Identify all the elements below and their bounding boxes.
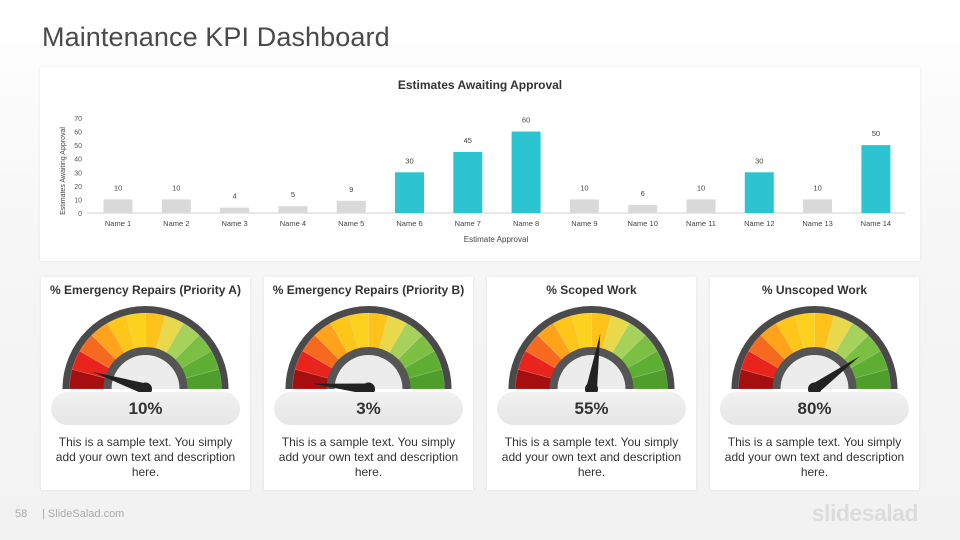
gauge-priority-a: [62, 306, 229, 394]
chart-y-axis-label: Estimates Awaiting Approval: [60, 127, 67, 215]
kpi-card-priority-a: % Emergency Repairs (Priority A) 10% Thi…: [41, 277, 250, 490]
y-tick-label: 20: [74, 184, 82, 191]
data-label: 4: [233, 192, 237, 201]
x-tick-label: Name 3: [221, 219, 247, 228]
data-label: 50: [872, 129, 880, 138]
data-label: 10: [813, 183, 821, 192]
bar-chart-card: Estimates Awaiting Approval Estimates Aw…: [40, 67, 920, 261]
kpi-card-scoped-work: % Scoped Work 55% This is a sample text.…: [487, 277, 696, 490]
bar-name-10: [628, 204, 658, 213]
x-tick-label: Name 10: [627, 219, 657, 228]
gauge-needle-hub: [808, 382, 821, 394]
x-tick-label: Name 11: [686, 219, 716, 228]
gauge-needle: [586, 333, 601, 390]
kpi-title: % Emergency Repairs (Priority B): [272, 283, 465, 297]
x-tick-label: Name 9: [571, 219, 597, 228]
bar-name-13: [803, 199, 833, 213]
page-number: 58: [15, 508, 28, 520]
kpi-title: % Scoped Work: [546, 283, 637, 297]
x-tick-label: Name 2: [163, 219, 189, 228]
data-label: 10: [580, 183, 588, 192]
data-label: 9: [349, 185, 353, 194]
chart-x-axis-label: Estimate Approval: [464, 235, 529, 244]
x-tick-label: Name 8: [513, 219, 539, 228]
y-tick-label: 40: [74, 157, 82, 164]
data-label: 10: [697, 183, 705, 192]
bar-name-4: [278, 206, 308, 213]
brand-logo: slidesalad: [811, 500, 919, 526]
bar-name-11: [686, 199, 716, 213]
x-tick-label: Name 14: [861, 219, 891, 228]
bar-name-5: [336, 200, 366, 213]
footer-site-link[interactable]: | SlideSalad.com: [42, 508, 125, 520]
x-tick-label: Name 1: [105, 219, 131, 228]
x-tick-label: Name 13: [802, 219, 832, 228]
kpi-description: This is a sample text. You simply add yo…: [278, 435, 459, 479]
data-label: 45: [464, 136, 472, 145]
bar-name-6: [395, 172, 424, 213]
gauge-needle: [312, 383, 370, 394]
y-tick-label: 0: [78, 211, 82, 218]
y-tick-label: 60: [74, 130, 82, 137]
gauge-needle: [92, 371, 148, 394]
data-label: 6: [641, 189, 645, 198]
kpi-description: This is a sample text. You simply add yo…: [724, 435, 905, 479]
kpi-value: 10%: [51, 392, 240, 425]
bar-name-2: [161, 199, 191, 213]
data-label: 10: [114, 183, 122, 192]
gauge-priority-b: [285, 306, 452, 394]
x-tick-label: Name 6: [396, 219, 422, 228]
kpi-description: This is a sample text. You simply add yo…: [55, 435, 236, 479]
data-label: 5: [291, 190, 295, 199]
kpi-value: 80%: [720, 392, 909, 425]
gauge-needle-hub: [585, 382, 598, 394]
x-tick-label: Name 5: [338, 219, 364, 228]
chart-title: Estimates Awaiting Approval: [398, 78, 562, 92]
gauge-needle-hub: [139, 382, 152, 394]
bar-name-12: [744, 172, 774, 213]
page-title: Maintenance KPI Dashboard: [42, 22, 390, 52]
bar-name-9: [569, 199, 599, 213]
x-tick-label: Name 4: [280, 219, 306, 228]
kpi-description: This is a sample text. You simply add yo…: [501, 435, 682, 479]
data-label: 30: [755, 156, 763, 165]
y-tick-label: 70: [74, 116, 82, 123]
bar-name-3: [220, 207, 250, 213]
data-label: 30: [405, 156, 413, 165]
gauge-center-dial: [334, 355, 403, 389]
x-tick-label: Name 12: [744, 219, 774, 228]
y-tick-label: 50: [74, 143, 82, 150]
kpi-card-priority-b: % Emergency Repairs (Priority B) 3% This…: [264, 277, 473, 490]
bar-name-1: [103, 199, 133, 213]
bar-name-8: [511, 131, 541, 213]
gauge-needle-hub: [362, 382, 375, 394]
y-tick-label: 30: [74, 170, 82, 177]
kpi-title: % Emergency Repairs (Priority A): [50, 283, 241, 297]
y-tick-label: 10: [74, 197, 82, 204]
bar-chart: Estimates Awaiting Approval Estimates Aw…: [60, 78, 905, 244]
bar-name-14: [861, 145, 891, 213]
data-label: 60: [522, 116, 530, 125]
bar-name-7: [453, 151, 483, 213]
kpi-value: 55%: [497, 392, 686, 425]
gauge-unscoped-work: [731, 306, 898, 394]
kpi-card-unscoped-work: % Unscoped Work 80% This is a sample tex…: [710, 277, 919, 490]
x-tick-label: Name 7: [455, 219, 481, 228]
gauge-needle: [811, 356, 860, 394]
kpi-value: 3%: [274, 392, 463, 425]
kpi-title: % Unscoped Work: [761, 283, 868, 297]
data-label: 10: [172, 183, 180, 192]
gauge-scoped-work: [508, 306, 675, 394]
